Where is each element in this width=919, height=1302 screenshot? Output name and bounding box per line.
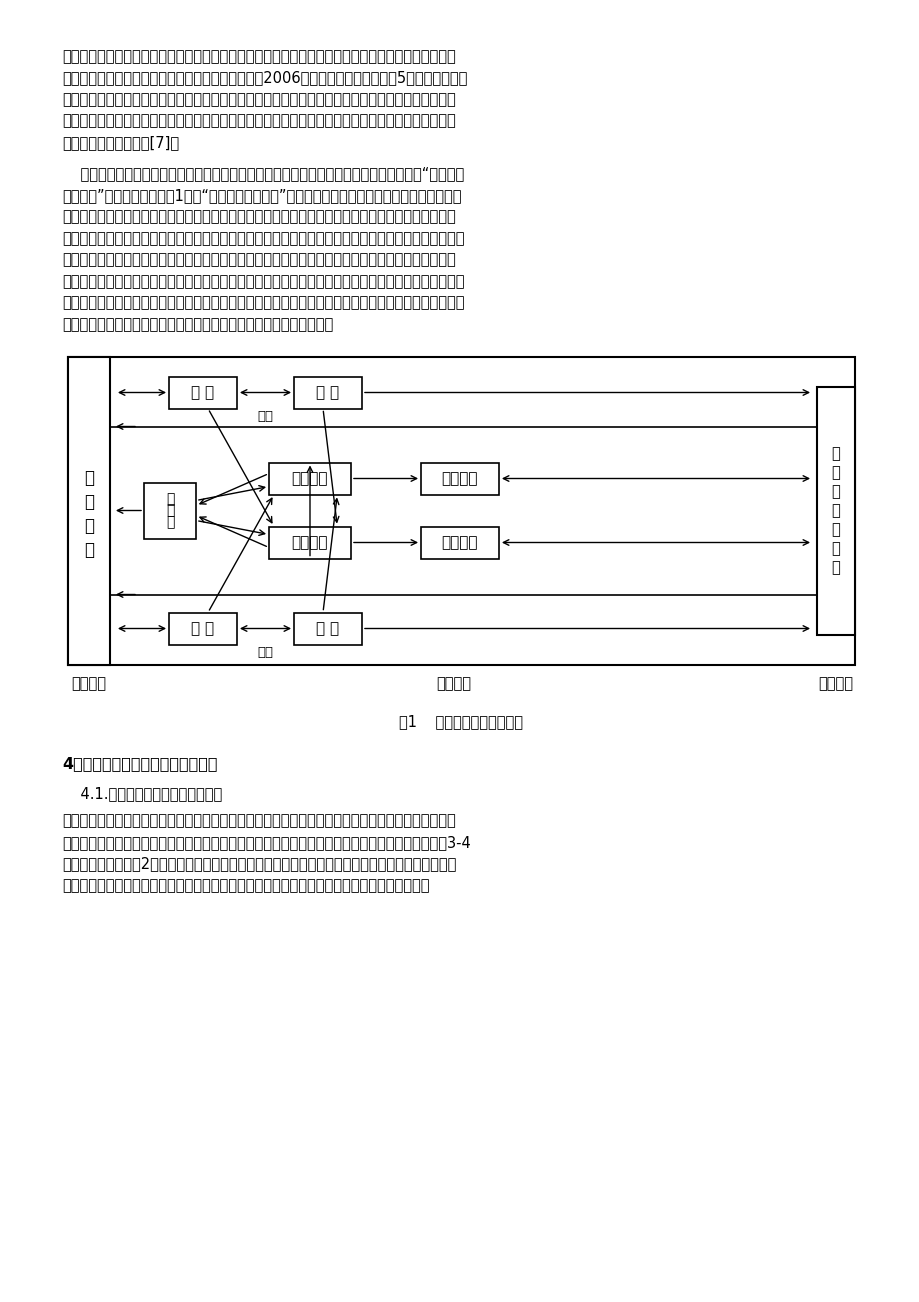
Text: 教: 教 [831, 484, 839, 499]
Text: 管: 管 [831, 522, 839, 536]
Bar [421, 526, 498, 559]
Text: 课: 课 [165, 516, 174, 529]
Text: 学 生: 学 生 [316, 621, 339, 635]
Text: 国家体育总局关于进一步加强学校体育工作，切实提高学生健康素质的意见》中规定：要大力提高学校: 国家体育总局关于进一步加强学校体育工作，切实提高学生健康素质的意见》中规定：要大… [62, 92, 455, 107]
Text: 学 生: 学 生 [316, 385, 339, 400]
Text: 学校学生、社团组织者，首先由社团组织者向学校提出申请，获得批准后在校园里开设不同运动项目的: 学校学生、社团组织者，首先由社团组织者向学校提出申请，获得批准后在校园里开设不同… [62, 210, 455, 224]
Text: 学时，我们将其中的2学时作为体育社团教学，剩余学时为传统的体育课教学，所以学生必须参与学校: 学时，我们将其中的2学时作为体育社团教学，剩余学时为传统的体育课教学，所以学生必… [62, 857, 456, 871]
Text: 图1    小学体育社团教学模式: 图1 小学体育社团教学模式 [399, 715, 523, 729]
Text: 体育社团: 体育社团 [441, 471, 478, 486]
Text: 学 生: 学 生 [191, 621, 214, 635]
Bar [169, 612, 237, 644]
Bar [421, 462, 498, 495]
Bar [816, 387, 854, 634]
Text: 育: 育 [84, 493, 94, 512]
Text: 体: 体 [84, 470, 94, 487]
Bar [68, 357, 110, 664]
Text: 学校学生: 学校学生 [436, 677, 471, 691]
Text: 切实提高青少年的健康[7]。: 切实提高青少年的健康[7]。 [62, 135, 179, 150]
Text: 体育教师在所教授的学生中挑选出运动技能优秀的学生作为社团组长，并对广大的学生进行指导和影响，: 体育教师在所教授的学生中挑选出运动技能优秀的学生作为社团组长，并对广大的学生进行… [62, 273, 464, 289]
Text: 社团组长: 社团组长 [291, 535, 328, 549]
Text: 通过一段时间的学习，体育社团将近期的学习情况进行汇总，并向学校教学管理部及相关部门进行汇报，: 通过一段时间的学习，体育社团将近期的学习情况进行汇总，并向学校教学管理部及相关部… [62, 296, 464, 310]
Text: 体: 体 [165, 492, 174, 506]
Text: 育: 育 [165, 504, 174, 517]
Text: 体育教师: 体育教师 [72, 677, 107, 691]
Text: 学: 学 [831, 447, 839, 461]
Text: 学: 学 [831, 503, 839, 518]
Text: 小学体育社团教学模式与社会及高校体育社团的性质存在本质的差异，高校及社会体育社团属于自愿性: 小学体育社团教学模式与社会及高校体育社团的性质存在本质的差异，高校及社会体育社团… [62, 814, 455, 828]
Text: 4．体育社团教学模式的性质及要求: 4．体育社团教学模式的性质及要求 [62, 756, 217, 772]
Text: 指导: 指导 [257, 410, 273, 423]
Text: 教: 教 [84, 517, 94, 535]
Bar [294, 376, 361, 409]
Text: 学 生: 学 生 [191, 385, 214, 400]
Bar [268, 462, 351, 495]
Text: 体育社团”的教学模式（见图1），“益田小学体育社团”教学模式一共由三部分组成，即：体育教师、: 体育社团”的教学模式（见图1），“益田小学体育社团”教学模式一共由三部分组成，即… [62, 187, 461, 203]
Text: 境等自主开发校本课程体系，在国家体育教学大纲不变的条件下，充分开发学校资源，改善教学环境，: 境等自主开发校本课程体系，在国家体育教学大纲不变的条件下，充分开发学校资源，改善… [62, 49, 455, 64]
Text: 社团组长: 社团组长 [291, 471, 328, 486]
Text: 体育社团，由教学管理部制定社团规章制度，再由学生工作部将体育社团的性质、制度及要求形成銘文，: 体育社团，由教学管理部制定社团规章制度，再由学生工作部将体育社团的性质、制度及要… [62, 230, 464, 246]
Bar [268, 526, 351, 559]
Text: 4.1.学校体育社团教学模式的性质: 4.1.学校体育社团教学模式的性质 [62, 786, 222, 802]
Text: 笔者根据教学经验从理论层面上对小学体育教学模式进行改革，以阳光体育为背景，构建“益田小学: 笔者根据教学经验从理论层面上对小学体育教学模式进行改革，以阳光体育为背景，构建“… [62, 167, 464, 181]
Text: 理: 理 [831, 542, 839, 556]
Text: 的体育教育工作，把学校体育作为全面健身的重点，并明确开展学生体育社团，加强体育社团的建设，: 的体育教育工作，把学校体育作为全面健身的重点，并明确开展学生体育社团，加强体育社… [62, 113, 455, 129]
Text: 指导: 指导 [257, 647, 273, 660]
Bar [169, 376, 237, 409]
Text: 的体育社团。所以我所构想的体育社团教学模式具有体育课的性质，是学校体育课程的一部分。: 的体育社团。所以我所构想的体育社团教学模式具有体育课的性质，是学校体育课程的一部… [62, 878, 429, 893]
Bar [144, 483, 196, 539]
Text: 参与，而小学体育社团教学模式则属于体育课的一部分。在我校开展的个性化教学中，体育课每周为3-4: 参与，而小学体育社团教学模式则属于体育课的一部分。在我校开展的个性化教学中，体育… [62, 835, 471, 850]
Bar [68, 357, 854, 664]
Text: 体育社团: 体育社团 [441, 535, 478, 549]
Text: 学校相关部门再将学生的学习信息反馈给体育教师，如此反复的进行。: 学校相关部门再将学生的学习信息反馈给体育教师，如此反复的进行。 [62, 316, 333, 332]
Bar [294, 612, 361, 644]
Text: 改变教学模式，提高教学质量，提高学生健康质量。2006年教育部体育卫生艺术处5号文件《教育部: 改变教学模式，提高教学质量，提高学生健康质量。2006年教育部体育卫生艺术处5号… [62, 70, 467, 86]
Text: 部: 部 [831, 560, 839, 575]
Text: 社团组织: 社团组织 [818, 677, 853, 691]
Text: 校: 校 [831, 465, 839, 480]
Text: 师: 师 [84, 542, 94, 560]
Text: 并在校园里进行宣传。体育教师通过体育课针对不同运动项目的体育社团对学生教授不同的运动项目，: 并在校园里进行宣传。体育教师通过体育课针对不同运动项目的体育社团对学生教授不同的… [62, 253, 455, 267]
